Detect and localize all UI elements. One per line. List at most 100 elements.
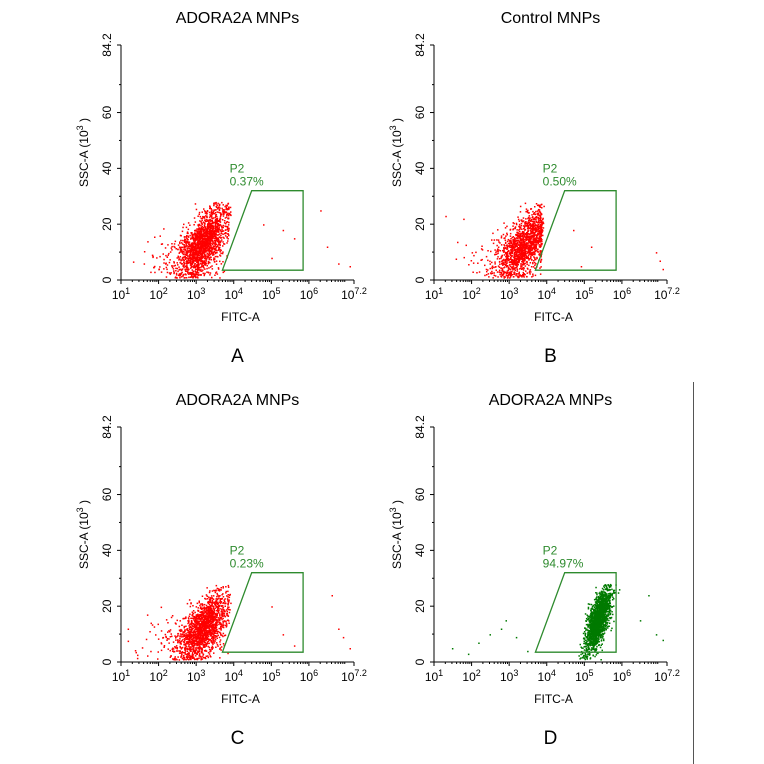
data-point [209,597,212,600]
data-point [218,204,221,207]
data-point [207,227,209,229]
data-point [181,257,184,259]
data-point [216,603,219,606]
data-point [188,653,190,656]
data-point [204,249,207,251]
data-point [534,253,536,256]
data-point [215,620,217,622]
data-point [221,594,223,596]
data-point [203,641,206,644]
data-point [542,227,545,229]
data-point [535,230,538,233]
data-point [167,631,169,633]
data-point [202,262,204,265]
data-point [209,266,212,268]
data-point [214,236,216,238]
data-point [177,264,179,266]
data-point [214,627,217,629]
data-point [524,236,527,239]
data-point [178,246,181,248]
data-point [196,228,198,230]
data-point [498,266,501,268]
data-point [194,651,196,654]
data-point [220,214,222,217]
data-point [171,266,174,269]
data-point [493,266,495,269]
data-point [524,238,526,241]
data-point [189,224,191,226]
data-point [509,265,512,268]
data-point [191,624,193,627]
data-point [196,271,199,274]
data-point [500,257,502,259]
data-point [509,232,512,235]
data-point [207,602,210,605]
data-point [195,622,197,624]
data-point [525,218,527,220]
data-point [222,251,224,253]
data-point [522,250,525,252]
data-point [486,270,488,273]
data-point [208,250,211,252]
data-point [218,247,220,249]
data-point [197,224,199,226]
data-point [540,222,542,224]
data-point [198,259,200,262]
data-point [186,642,189,644]
data-point [541,226,543,229]
data-point [205,614,207,616]
data-point [197,234,199,236]
data-point [216,234,219,236]
data-point [191,256,193,258]
data-point [539,225,542,227]
data-point [520,254,523,256]
data-point [532,244,535,246]
data-point [178,659,181,661]
data-point [522,274,524,276]
data-point [214,222,217,224]
data-point [209,234,211,236]
data-point [212,245,215,247]
data-point [201,261,204,263]
y-tick-label: 0 [100,276,114,283]
data-point [208,642,210,645]
data-point [225,225,227,228]
data-point [198,240,201,242]
data-point [187,654,189,657]
data-point [153,266,155,269]
data-point [525,257,528,259]
data-point [225,620,227,622]
data-point [211,626,213,628]
data-point [185,254,187,256]
data-point [515,274,517,277]
data-point [531,240,533,242]
data-point [196,620,198,623]
data-point [178,650,180,652]
data-point [497,252,499,255]
data-point [199,258,202,260]
data-point [170,247,173,249]
data-point [214,637,216,639]
data-point [177,656,179,658]
data-point [226,225,228,228]
data-point [184,250,186,252]
data-point [219,647,222,649]
data-point [187,642,189,645]
data-point [512,228,515,230]
data-point [173,262,175,264]
data-point [217,234,220,236]
data-point [536,234,538,236]
data-point [217,588,220,590]
data-point [225,232,227,235]
data-point [502,261,504,263]
data-point [194,265,196,267]
data-point [180,259,182,262]
data-point [209,624,211,626]
data-point [183,637,186,640]
data-point [534,206,536,208]
data-point [202,620,204,622]
data-point [495,269,497,271]
data-point [209,239,211,241]
data-point [203,637,205,639]
data-point [176,277,178,279]
